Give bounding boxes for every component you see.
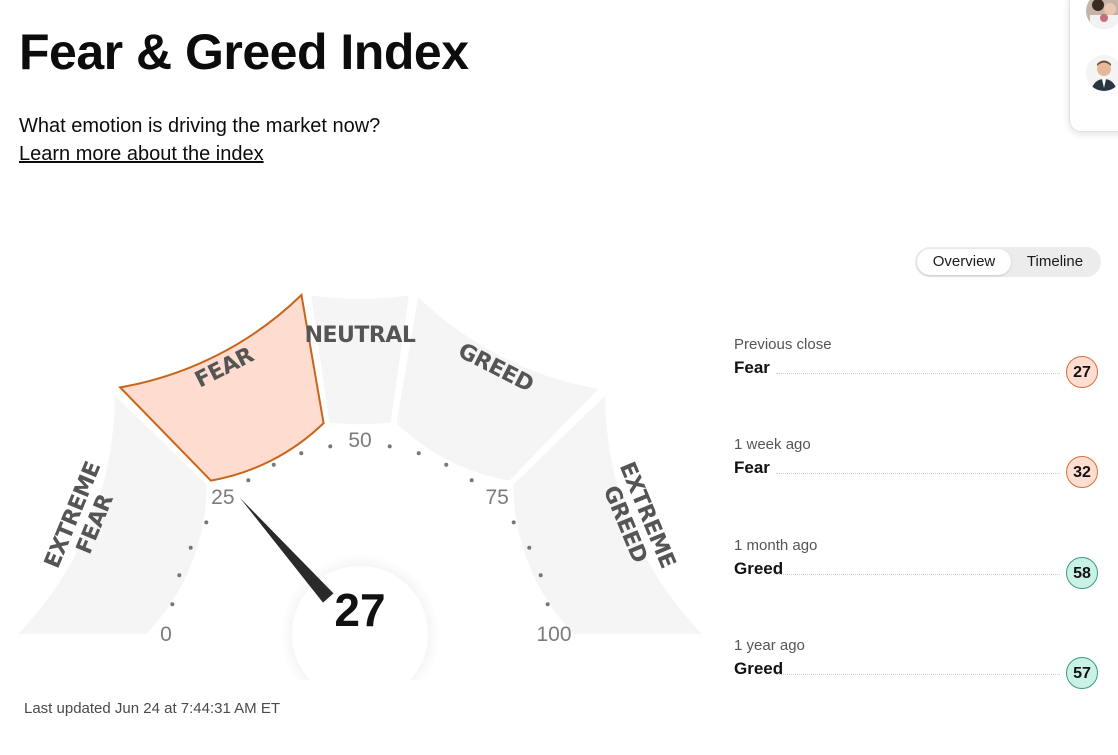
history-divider bbox=[776, 674, 1060, 675]
last-updated: Last updated Jun 24 at 7:44:31 AM ET bbox=[24, 700, 281, 717]
history-label: 1 week ago bbox=[734, 436, 811, 453]
history-divider bbox=[776, 574, 1060, 575]
toggle-timeline[interactable]: Timeline bbox=[1026, 253, 1084, 270]
gauge-tick-label-75: 75 bbox=[485, 486, 508, 509]
history-item-previous-close: Previous close Fear 27 bbox=[734, 336, 1098, 396]
gauge-segment-greed bbox=[396, 296, 599, 481]
history-divider bbox=[776, 473, 1060, 474]
history-divider bbox=[776, 373, 1060, 374]
page-subtitle: What emotion is driving the market now? bbox=[19, 115, 381, 137]
gauge-segment-fear bbox=[118, 292, 325, 482]
history-badge: 57 bbox=[1066, 657, 1098, 689]
gauge-label-neutral: NEUTRAL bbox=[305, 323, 416, 348]
history-item-1-week: 1 week ago Fear 32 bbox=[734, 436, 1098, 496]
avatar-group[interactable] bbox=[1086, 0, 1118, 29]
history-label: 1 month ago bbox=[734, 537, 818, 554]
history-item-1-year: 1 year ago Greed 57 bbox=[734, 637, 1098, 697]
history-item-1-month: 1 month ago Greed 58 bbox=[734, 537, 1098, 597]
toggle-overview[interactable]: Overview bbox=[917, 249, 1011, 275]
avatar-panel bbox=[1069, 0, 1118, 132]
history-badge: 32 bbox=[1066, 456, 1098, 488]
fear-greed-gauge: EXTREMEFEARFEARNEUTRALGREEDEXTREMEGREED … bbox=[18, 292, 702, 680]
gauge-segment-extreme-greed bbox=[513, 395, 702, 634]
history-label: Previous close bbox=[734, 336, 832, 353]
gauge-needle bbox=[239, 497, 334, 603]
gauge-tick-label-50: 50 bbox=[348, 429, 371, 452]
view-toggle: Overview Timeline bbox=[915, 247, 1101, 277]
history-label: 1 year ago bbox=[734, 637, 805, 654]
gauge-segment-neutral bbox=[311, 295, 409, 425]
history-rating: Greed bbox=[734, 659, 784, 678]
history-rating: Fear bbox=[734, 358, 770, 377]
history-rating: Greed bbox=[734, 559, 784, 578]
gauge-tick-label-0: 0 bbox=[160, 623, 172, 646]
history-badge: 58 bbox=[1066, 557, 1098, 589]
history-badge: 27 bbox=[1066, 356, 1098, 388]
gauge-value: 27 bbox=[334, 584, 385, 636]
gauge-tick-label-25: 25 bbox=[211, 486, 234, 509]
learn-more-link[interactable]: Learn more about the index bbox=[19, 143, 264, 165]
gauge-segment-extreme-fear bbox=[18, 395, 207, 634]
page-title: Fear & Greed Index bbox=[19, 24, 469, 80]
gauge-tick-label-100: 100 bbox=[536, 623, 571, 646]
gauge-tick-dots bbox=[170, 444, 550, 607]
history-rating: Fear bbox=[734, 458, 770, 477]
avatar-person[interactable] bbox=[1086, 55, 1118, 91]
